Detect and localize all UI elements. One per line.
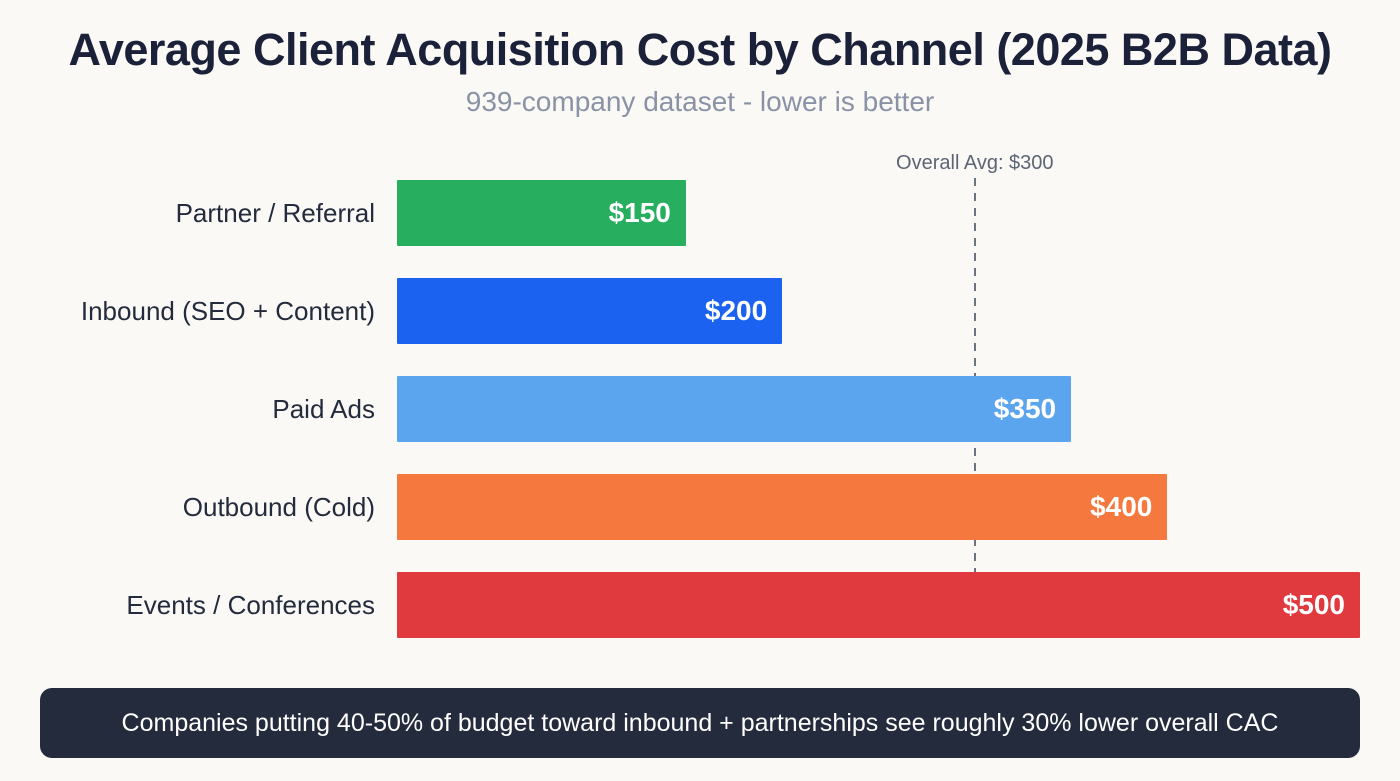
bar-category-label: Outbound (Cold) (182, 492, 375, 522)
insight-banner: Companies putting 40-50% of budget towar… (40, 688, 1360, 758)
bar-value-label: $150 (608, 197, 671, 228)
bar-rows: Partner / Referral $150 Inbound (SEO + Con… (0, 180, 1400, 670)
bar-category-label: Events / Conferences (126, 590, 375, 620)
bar[interactable]: $350 (397, 376, 1072, 442)
bar[interactable]: $150 (397, 180, 686, 246)
bar-category-label: Partner / Referral (175, 198, 375, 228)
bar-row: Events / Conferences $500 (0, 572, 1400, 670)
bar-row: Outbound (Cold) $400 (0, 474, 1400, 572)
average-annotation-label: Overall Avg: $300 (896, 152, 1054, 174)
page-title: Average Client Acquisition Cost by Chann… (68, 24, 1332, 75)
bar[interactable]: $200 (397, 278, 783, 344)
bar-category-label: Paid Ads (272, 394, 375, 424)
bar-value-label: $350 (993, 393, 1057, 424)
bar-category-label: Inbound (SEO + Content) (80, 296, 375, 326)
chart-header: Average Client Acquisition Cost by Chann… (0, 0, 1400, 118)
chart-subtitle: 939-company dataset - lower is better (465, 85, 935, 117)
insight-banner-text: Companies putting 40-50% of budget towar… (121, 708, 1279, 737)
bar-row: Inbound (SEO + Content) $200 (0, 278, 1400, 376)
bar[interactable]: $400 (397, 474, 1168, 540)
chart-plot-area: Overall Avg: $300 Partner / Referral $150… (0, 140, 1400, 660)
bar-row: Paid Ads $350 (0, 376, 1400, 474)
bar-row: Partner / Referral $150 (0, 180, 1400, 278)
bar-value-label: $200 (704, 295, 768, 326)
bar-value-label: $400 (1090, 491, 1153, 522)
bar[interactable]: $500 (397, 572, 1360, 638)
bar-value-label: $500 (1282, 589, 1345, 620)
